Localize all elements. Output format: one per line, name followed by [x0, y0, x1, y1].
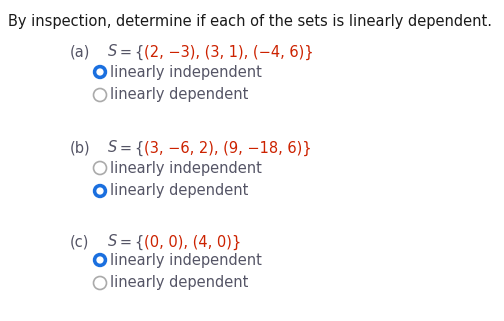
Text: linearly independent: linearly independent: [110, 65, 263, 80]
Text: (c): (c): [70, 235, 89, 249]
Text: (a): (a): [70, 45, 90, 59]
Text: = {: = {: [117, 44, 145, 60]
Text: By inspection, determine if each of the sets is linearly dependent.: By inspection, determine if each of the …: [8, 14, 492, 29]
Text: linearly dependent: linearly dependent: [110, 184, 249, 198]
Text: (b): (b): [70, 141, 91, 155]
Circle shape: [94, 185, 106, 197]
Text: linearly dependent: linearly dependent: [110, 88, 249, 102]
Text: = {: = {: [117, 234, 145, 250]
Text: linearly independent: linearly independent: [110, 253, 263, 267]
Circle shape: [97, 188, 103, 194]
Text: (3, −6, 2), (9, −18, 6)}: (3, −6, 2), (9, −18, 6)}: [145, 140, 312, 156]
Circle shape: [97, 69, 103, 75]
Text: S: S: [108, 141, 117, 155]
Text: S: S: [108, 235, 117, 249]
Text: linearly dependent: linearly dependent: [110, 275, 249, 291]
Circle shape: [94, 65, 106, 79]
Text: linearly independent: linearly independent: [110, 160, 263, 176]
Text: (2, −3), (3, 1), (−4, 6)}: (2, −3), (3, 1), (−4, 6)}: [145, 44, 314, 60]
Text: = {: = {: [117, 140, 145, 156]
Circle shape: [94, 254, 106, 266]
Circle shape: [97, 257, 103, 263]
Text: S: S: [108, 45, 117, 59]
Text: (0, 0), (4, 0)}: (0, 0), (4, 0)}: [145, 234, 242, 250]
